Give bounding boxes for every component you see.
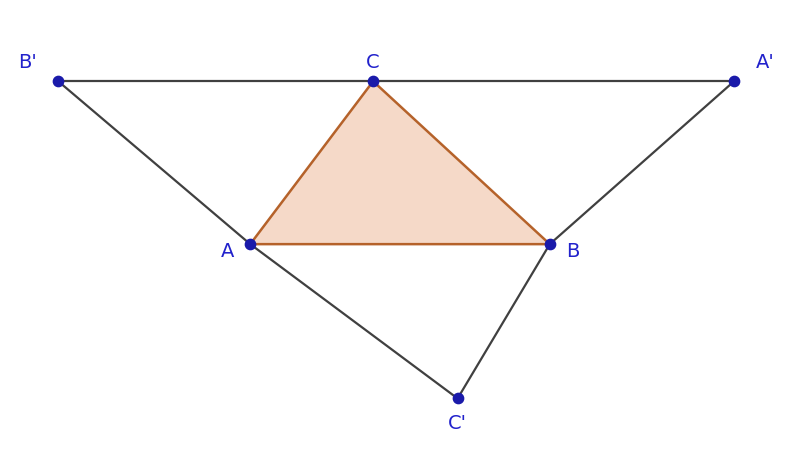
- Point: [543, 241, 556, 248]
- Polygon shape: [250, 82, 550, 245]
- Point: [451, 395, 464, 402]
- Text: A: A: [221, 242, 234, 261]
- Text: C: C: [366, 53, 380, 72]
- Text: B': B': [18, 53, 37, 72]
- Text: C': C': [448, 413, 467, 432]
- Text: B: B: [566, 242, 579, 261]
- Point: [728, 78, 741, 86]
- Point: [244, 241, 257, 248]
- Text: A': A': [755, 53, 774, 72]
- Point: [52, 78, 65, 86]
- Point: [366, 78, 379, 86]
